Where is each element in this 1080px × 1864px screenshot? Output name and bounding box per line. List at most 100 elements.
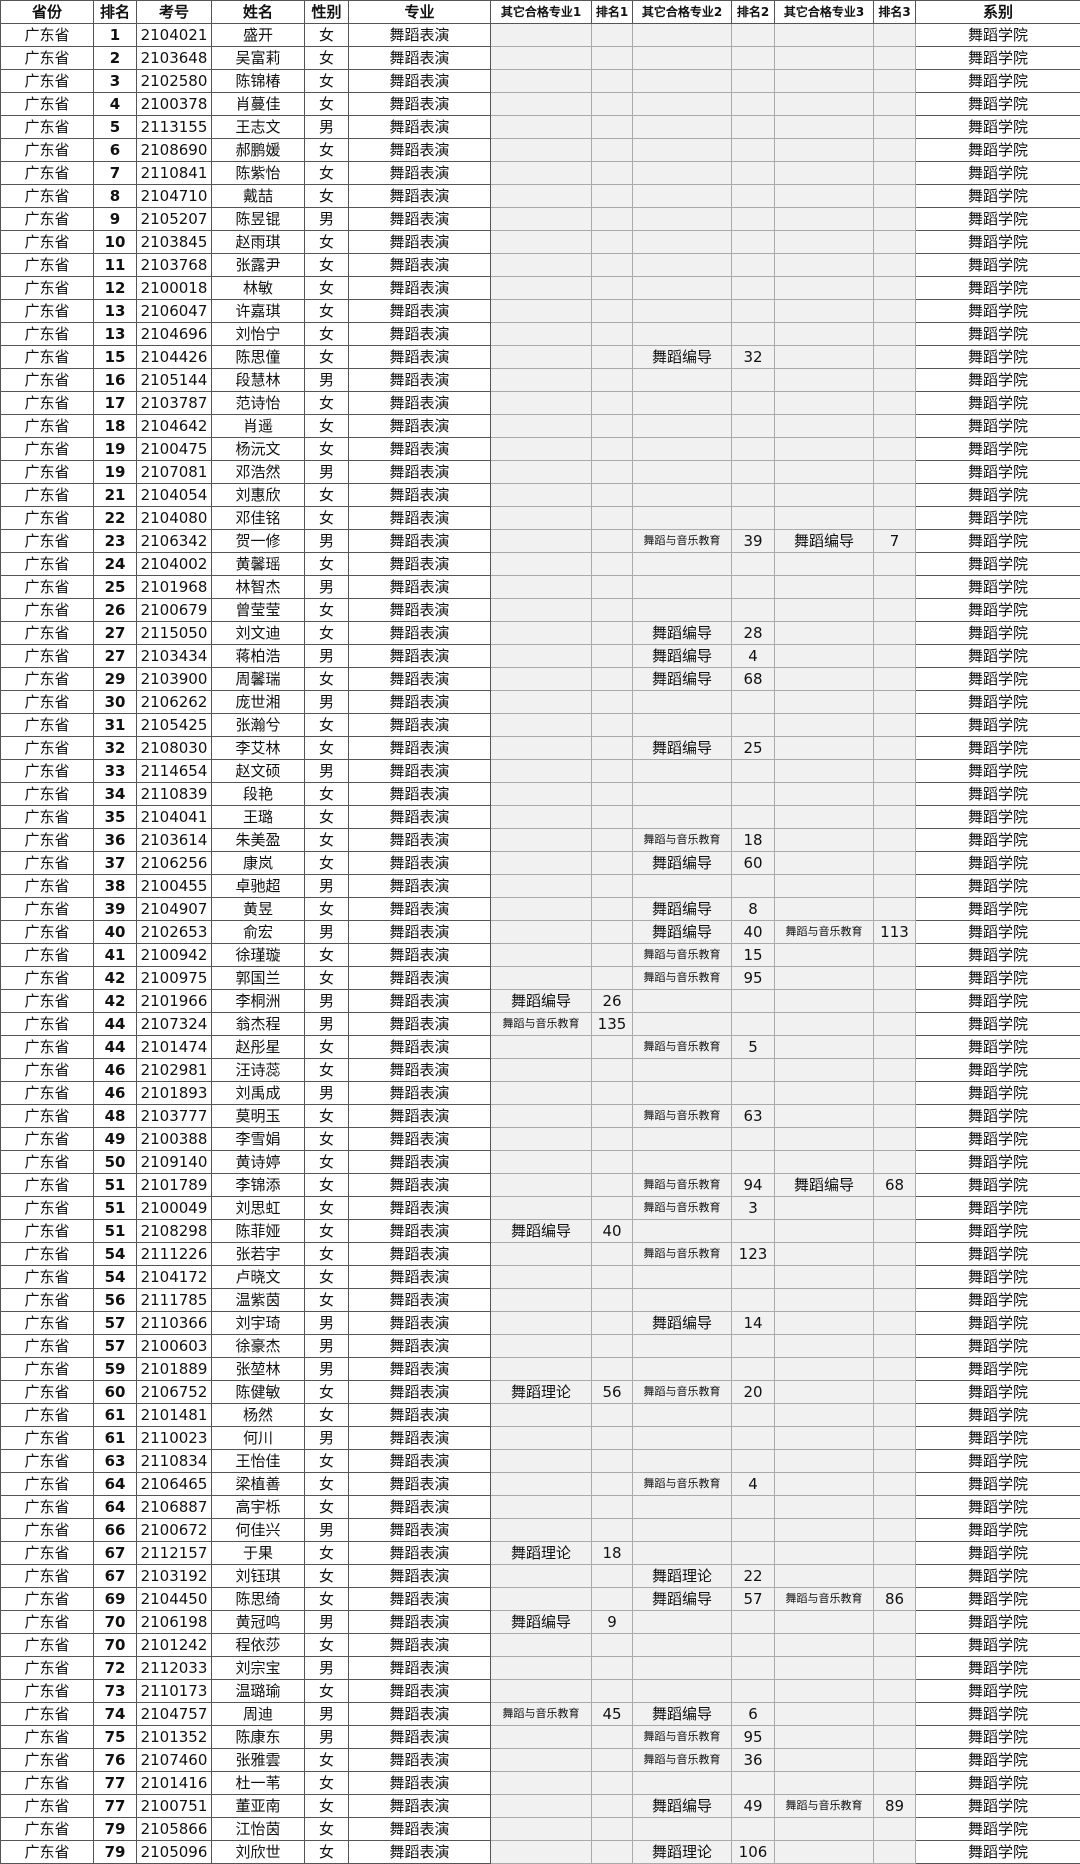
cell-exam-no: 2101966 bbox=[137, 990, 212, 1013]
cell-rank-2 bbox=[732, 1013, 775, 1036]
cell-rank-3 bbox=[874, 1036, 916, 1059]
cell-rank: 49 bbox=[94, 1128, 137, 1151]
cell-other-major-1 bbox=[491, 714, 592, 737]
cell-other-major-2 bbox=[633, 1404, 732, 1427]
cell-name: 曾莹莹 bbox=[212, 599, 305, 622]
cell-name: 翁杰程 bbox=[212, 1013, 305, 1036]
cell-gender: 女 bbox=[305, 737, 349, 760]
cell-province: 广东省 bbox=[1, 1634, 94, 1657]
cell-other-major-3 bbox=[775, 599, 874, 622]
cell-province: 广东省 bbox=[1, 1174, 94, 1197]
cell-exam-no: 2100672 bbox=[137, 1519, 212, 1542]
cell-rank-1 bbox=[592, 1634, 633, 1657]
cell-department: 舞蹈学院 bbox=[916, 990, 1080, 1013]
cell-other-major-1: 舞蹈理论 bbox=[491, 1381, 592, 1404]
cell-department: 舞蹈学院 bbox=[916, 185, 1080, 208]
cell-exam-no: 2100455 bbox=[137, 875, 212, 898]
cell-gender: 女 bbox=[305, 1473, 349, 1496]
cell-gender: 女 bbox=[305, 668, 349, 691]
cell-rank: 19 bbox=[94, 438, 137, 461]
cell-rank-2: 39 bbox=[732, 530, 775, 553]
cell-province: 广东省 bbox=[1, 1220, 94, 1243]
cell-exam-no: 2108030 bbox=[137, 737, 212, 760]
cell-major: 舞蹈表演 bbox=[349, 1335, 491, 1358]
cell-other-major-2: 舞蹈编导 bbox=[633, 852, 732, 875]
cell-exam-no: 2106752 bbox=[137, 1381, 212, 1404]
cell-name: 卓驰超 bbox=[212, 875, 305, 898]
cell-department: 舞蹈学院 bbox=[916, 1841, 1080, 1864]
cell-rank: 54 bbox=[94, 1243, 137, 1266]
cell-other-major-3 bbox=[775, 1059, 874, 1082]
cell-other-major-3 bbox=[775, 1749, 874, 1772]
cell-other-major-2 bbox=[633, 1772, 732, 1795]
cell-gender: 男 bbox=[305, 1519, 349, 1542]
cell-other-major-2 bbox=[633, 599, 732, 622]
cell-rank-2 bbox=[732, 484, 775, 507]
cell-other-major-3 bbox=[775, 1013, 874, 1036]
cell-department: 舞蹈学院 bbox=[916, 1611, 1080, 1634]
cell-other-major-1 bbox=[491, 576, 592, 599]
cell-gender: 女 bbox=[305, 1450, 349, 1473]
cell-rank-3 bbox=[874, 1151, 916, 1174]
cell-major: 舞蹈表演 bbox=[349, 1680, 491, 1703]
cell-exam-no: 2104450 bbox=[137, 1588, 212, 1611]
cell-other-major-1 bbox=[491, 1749, 592, 1772]
cell-department: 舞蹈学院 bbox=[916, 1335, 1080, 1358]
cell-rank-3 bbox=[874, 967, 916, 990]
cell-department: 舞蹈学院 bbox=[916, 139, 1080, 162]
cell-name: 刘怡宁 bbox=[212, 323, 305, 346]
cell-other-major-3 bbox=[775, 806, 874, 829]
cell-rank: 77 bbox=[94, 1772, 137, 1795]
cell-other-major-2: 舞蹈编导 bbox=[633, 622, 732, 645]
cell-name: 张堃林 bbox=[212, 1358, 305, 1381]
cell-other-major-3 bbox=[775, 1105, 874, 1128]
cell-name: 杜一苇 bbox=[212, 1772, 305, 1795]
cell-other-major-2: 舞蹈编导 bbox=[633, 1588, 732, 1611]
cell-province: 广东省 bbox=[1, 139, 94, 162]
cell-major: 舞蹈表演 bbox=[349, 622, 491, 645]
cell-other-major-2 bbox=[633, 438, 732, 461]
cell-rank-3 bbox=[874, 1818, 916, 1841]
cell-other-major-2 bbox=[633, 139, 732, 162]
cell-major: 舞蹈表演 bbox=[349, 438, 491, 461]
cell-department: 舞蹈学院 bbox=[916, 1473, 1080, 1496]
cell-rank-1 bbox=[592, 1772, 633, 1795]
cell-province: 广东省 bbox=[1, 1381, 94, 1404]
cell-major: 舞蹈表演 bbox=[349, 1128, 491, 1151]
cell-rank: 40 bbox=[94, 921, 137, 944]
cell-major: 舞蹈表演 bbox=[349, 24, 491, 47]
cell-rank-2: 25 bbox=[732, 737, 775, 760]
cell-other-major-2 bbox=[633, 1450, 732, 1473]
cell-rank-1: 135 bbox=[592, 1013, 633, 1036]
cell-rank-3 bbox=[874, 277, 916, 300]
cell-name: 周迪 bbox=[212, 1703, 305, 1726]
cell-other-major-2: 舞蹈与音乐教育 bbox=[633, 829, 732, 852]
cell-rank-2 bbox=[732, 1220, 775, 1243]
cell-rank-2: 68 bbox=[732, 668, 775, 691]
cell-other-major-2 bbox=[633, 576, 732, 599]
cell-name: 梁植善 bbox=[212, 1473, 305, 1496]
cell-rank-3: 86 bbox=[874, 1588, 916, 1611]
cell-other-major-1 bbox=[491, 139, 592, 162]
cell-rank: 51 bbox=[94, 1174, 137, 1197]
cell-gender: 男 bbox=[305, 1703, 349, 1726]
cell-department: 舞蹈学院 bbox=[916, 24, 1080, 47]
cell-rank: 67 bbox=[94, 1565, 137, 1588]
cell-name: 肖蔓佳 bbox=[212, 93, 305, 116]
cell-rank: 61 bbox=[94, 1427, 137, 1450]
cell-name: 蒋柏浩 bbox=[212, 645, 305, 668]
cell-other-major-1 bbox=[491, 24, 592, 47]
cell-other-major-2: 舞蹈理论 bbox=[633, 1565, 732, 1588]
cell-rank-1: 26 bbox=[592, 990, 633, 1013]
cell-rank-2 bbox=[732, 415, 775, 438]
cell-other-major-2: 舞蹈编导 bbox=[633, 737, 732, 760]
cell-rank-2 bbox=[732, 1128, 775, 1151]
cell-rank-1 bbox=[592, 1174, 633, 1197]
cell-gender: 男 bbox=[305, 461, 349, 484]
cell-province: 广东省 bbox=[1, 24, 94, 47]
